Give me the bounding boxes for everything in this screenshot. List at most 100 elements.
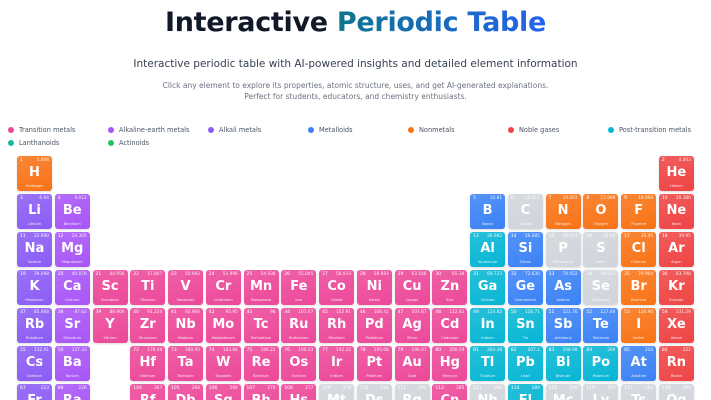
element-cell[interactable]: 17 35.45 Cl Chlorine (621, 232, 657, 267)
element-cell[interactable]: 52 127.60 Te Tellurium (583, 308, 619, 343)
element-cell[interactable]: 31 69.723 Ga Gallium (470, 270, 506, 305)
element-cell[interactable]: 114289FlFlerovium (507, 384, 543, 400)
element-cell[interactable]: 112285CnCopernicium (432, 384, 468, 400)
element-cell[interactable]: 108277HsHassium (281, 384, 317, 400)
element-cell[interactable]: 8 15.999 O Oxygen (583, 194, 619, 229)
element-cell[interactable]: 88226RaRadium (54, 384, 90, 400)
element-cell[interactable]: 56 137.33 Ba Barium (54, 346, 90, 381)
element-cell[interactable]: 33 74.922 As Arsenic (545, 270, 581, 305)
legend-item[interactable]: Nonmetals (408, 126, 508, 134)
element-cell[interactable]: 29 63.546 Cu Copper (394, 270, 430, 305)
element-cell[interactable]: 2 4.003 He Helium (658, 156, 694, 191)
element-cell[interactable]: 50 118.71 Sn Tin (507, 308, 543, 343)
element-cell[interactable]: 39 88.906 Y Yttrium (92, 308, 128, 343)
element-cell[interactable]: 115290McMoscovium (545, 384, 581, 400)
element-cell[interactable]: 54 131.29 Xe Xenon (658, 308, 694, 343)
element-symbol: H (29, 165, 40, 180)
element-cell[interactable]: 3 6.94 Li Lithium (17, 194, 52, 229)
element-cell[interactable]: 25 54.938 Mn Manganese (243, 270, 279, 305)
element-cell[interactable]: 118294OgOganesson (658, 384, 694, 400)
element-cell[interactable]: 109278MtMeitnerium (319, 384, 355, 400)
element-cell[interactable]: 16 32.06 S Sulfur (583, 232, 619, 267)
element-cell[interactable]: 74 183.84 W Tungsten (205, 346, 241, 381)
element-cell[interactable]: 53 126.90 I Iodine (621, 308, 657, 343)
element-cell[interactable]: 117294TsTennessine (621, 384, 657, 400)
element-cell[interactable]: 4 9.012 Be Beryllium (54, 194, 90, 229)
element-cell[interactable]: 24 51.996 Cr Chromium (205, 270, 241, 305)
element-cell[interactable]: 19 39.098 K Potassium (17, 270, 52, 305)
legend-item[interactable]: Alkaline-earth metals (108, 126, 208, 134)
legend-item[interactable]: Alkali metals (208, 126, 308, 134)
element-cell[interactable]: 5 10.81 B Boron (470, 194, 506, 229)
element-cell[interactable]: 13 26.982 Al Aluminium (470, 232, 506, 267)
element-cell[interactable]: 41 92.906 Nb Niobium (168, 308, 204, 343)
element-cell[interactable]: 38 87.62 Sr Strontium (54, 308, 90, 343)
element-cell[interactable]: 23 50.942 V Vanadium (168, 270, 204, 305)
element-cell[interactable]: 27 58.933 Co Cobalt (319, 270, 355, 305)
element-cell[interactable]: 35 79.904 Br Bromine (621, 270, 657, 305)
element-cell[interactable]: 42 95.95 Mo Molybdenum (205, 308, 241, 343)
element-cell[interactable]: 48 112.41 Cd Cadmium (432, 308, 468, 343)
element-cell[interactable]: 10 20.180 Ne Neon (658, 194, 694, 229)
element-cell[interactable]: 44 101.07 Ru Ruthenium (281, 308, 317, 343)
element-cell[interactable]: 14 28.085 Si Silicon (507, 232, 543, 267)
element-cell[interactable]: 36 83.798 Kr Krypton (658, 270, 694, 305)
element-cell[interactable]: 111282RgRoentgenium (394, 384, 430, 400)
element-cell[interactable]: 87223FrFrancium (17, 384, 52, 400)
element-cell[interactable]: 9 18.998 F Fluorine (621, 194, 657, 229)
element-cell[interactable]: 76 190.23 Os Osmium (281, 346, 317, 381)
element-cell[interactable]: 107270BhBohrium (243, 384, 279, 400)
element-cell[interactable]: 34 78.971 Se Selenium (583, 270, 619, 305)
element-cell[interactable]: 85 210 At Astatine (621, 346, 657, 381)
element-cell[interactable]: 11 22.990 Na Sodium (17, 232, 52, 267)
legend-item[interactable]: Metalloids (308, 126, 408, 134)
element-cell[interactable]: 28 58.693 Ni Nickel (356, 270, 392, 305)
legend-item[interactable]: Transition metals (8, 126, 108, 134)
element-cell[interactable]: 106269SgSeaborgium (205, 384, 241, 400)
legend-item[interactable]: Lanthanoids (8, 139, 108, 147)
element-cell[interactable]: 12 24.305 Mg Magnesium (54, 232, 90, 267)
element-cell[interactable]: 7 14.007 N Nitrogen (545, 194, 581, 229)
element-cell[interactable]: 79 196.97 Au Gold (394, 346, 430, 381)
element-cell[interactable]: 104267RfRutherfordium (130, 384, 166, 400)
element-cell[interactable]: 46 106.42 Pd Palladium (356, 308, 392, 343)
element-cell[interactable]: 116293LvLivermorium (583, 384, 619, 400)
element-cell[interactable]: 15 30.974 P Phosphorus (545, 232, 581, 267)
element-cell[interactable]: 77 192.22 Ir Iridium (319, 346, 355, 381)
element-cell[interactable]: 6 12.011 C Carbon (507, 194, 543, 229)
atomic-number: 113 (473, 386, 482, 391)
element-cell[interactable]: 81 204.38 Tl Thallium (470, 346, 506, 381)
element-cell[interactable]: 110281DsDarmstadtium (356, 384, 392, 400)
element-cell[interactable]: 26 55.845 Fe Iron (281, 270, 317, 305)
element-cell[interactable]: 18 39.95 Ar Argon (658, 232, 694, 267)
element-cell[interactable]: 1 1.008 H Hydrogen (17, 156, 52, 191)
element-cell[interactable]: 75 186.21 Re Rhenium (243, 346, 279, 381)
element-cell[interactable]: 49 114.82 In Indium (470, 308, 506, 343)
element-cell[interactable]: 82 207.2 Pb Lead (507, 346, 543, 381)
element-cell[interactable]: 73 180.95 Ta Tantalum (168, 346, 204, 381)
element-cell[interactable]: 43 98 Tc Technetium (243, 308, 279, 343)
element-cell[interactable]: 83 208.98 Bi Bismuth (545, 346, 581, 381)
element-cell[interactable]: 40 91.224 Zr Zirconium (130, 308, 166, 343)
element-cell[interactable]: 113286NhNihonium (470, 384, 506, 400)
element-cell[interactable]: 78 195.08 Pt Platinum (356, 346, 392, 381)
element-cell[interactable]: 32 72.630 Ge Germanium (507, 270, 543, 305)
element-cell[interactable]: 21 44.956 Sc Scandium (92, 270, 128, 305)
element-cell[interactable]: 22 47.867 Ti Titanium (130, 270, 166, 305)
element-cell[interactable]: 47 107.87 Ag Silver (394, 308, 430, 343)
element-cell[interactable]: 45 102.91 Rh Rhodium (319, 308, 355, 343)
element-cell[interactable]: 20 40.078 Ca Calcium (54, 270, 90, 305)
element-name: Silver (407, 336, 418, 340)
legend-item[interactable]: Actinoids (108, 139, 208, 147)
element-cell[interactable]: 80 200.59 Hg Mercury (432, 346, 468, 381)
element-cell[interactable]: 84 209 Po Polonium (583, 346, 619, 381)
element-cell[interactable]: 30 65.38 Zn Zinc (432, 270, 468, 305)
element-cell[interactable]: 55 132.91 Cs Caesium (17, 346, 52, 381)
legend-item[interactable]: Post-transition metals (608, 126, 708, 134)
legend-item[interactable]: Noble gases (508, 126, 608, 134)
element-cell[interactable]: 86 222 Rn Radon (658, 346, 694, 381)
element-cell[interactable]: 72 178.49 Hf Hafnium (130, 346, 166, 381)
element-cell[interactable]: 37 85.468 Rb Rubidium (17, 308, 52, 343)
element-cell[interactable]: 105268DbDubnium (168, 384, 204, 400)
element-cell[interactable]: 51 121.76 Sb Antimony (545, 308, 581, 343)
